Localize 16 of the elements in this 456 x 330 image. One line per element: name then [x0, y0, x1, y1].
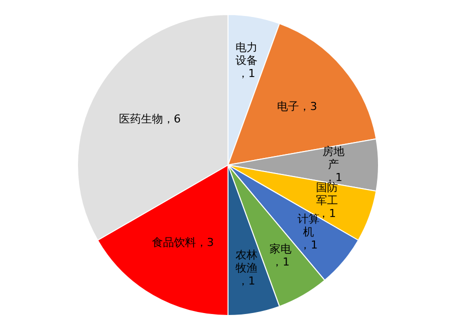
data-label: ，1 [237, 67, 256, 80]
data-label: ，6 [162, 112, 181, 126]
data-label: ，1 [300, 238, 318, 252]
slice-label: 房地产 [322, 144, 344, 171]
slice-label: 食品饮料 [152, 236, 196, 250]
slice-label: 电子 [277, 100, 300, 113]
data-label: ，1 [272, 256, 290, 269]
data-label: ，3 [299, 100, 318, 113]
slice-label: 电力设备 [235, 41, 258, 68]
slice-label: 计算机 [298, 212, 320, 239]
data-label: ，1 [318, 206, 336, 220]
slice-label: 农林牧渔 [235, 248, 258, 275]
slice-label: 医药生物 [118, 112, 163, 126]
data-label: ，1 [237, 274, 256, 288]
data-label: ，3 [196, 236, 214, 250]
slice-label: 家电 [270, 242, 292, 256]
